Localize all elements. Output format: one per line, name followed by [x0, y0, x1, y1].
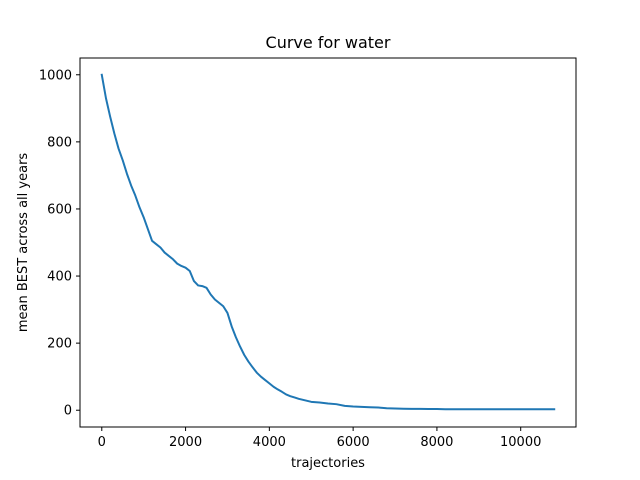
x-axis-label: trajectories	[291, 456, 365, 471]
x-tick-label: 8000	[420, 435, 453, 450]
x-tick-label: 2000	[169, 435, 202, 450]
y-tick-label: 1000	[39, 68, 72, 83]
y-tick-label: 400	[47, 270, 72, 285]
y-tick-label: 800	[47, 135, 72, 150]
x-tick-label: 6000	[337, 435, 370, 450]
y-axis: 0 200 400 600 800 1000	[39, 68, 80, 419]
series-line	[100, 73, 556, 411]
series-layer	[100, 73, 556, 411]
y-tick-label: 0	[64, 404, 72, 419]
plot-area	[79, 57, 577, 428]
y-tick-label: 600	[47, 202, 72, 217]
y-tick-label: 200	[47, 337, 72, 352]
x-tick-label: 0	[98, 435, 106, 450]
x-tick-label: 10000	[500, 435, 541, 450]
axes-frame	[79, 57, 577, 428]
chart-title: Curve for water	[266, 33, 391, 52]
x-tick-label: 4000	[253, 435, 286, 450]
x-axis: 0 2000 4000 6000 8000 10000	[98, 427, 541, 450]
y-axis-label: mean BEST across all years	[16, 153, 31, 333]
